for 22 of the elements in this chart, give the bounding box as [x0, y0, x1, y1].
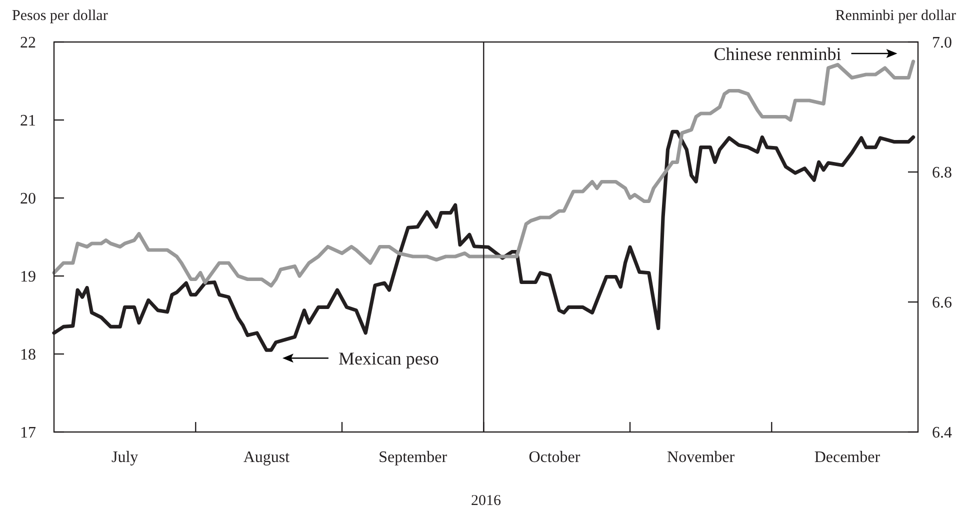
y-tick-label: 17	[20, 424, 36, 442]
y-tick-label: 21	[20, 112, 36, 130]
x-tick-label: November	[667, 449, 736, 466]
y2-tick-label: 6.4	[932, 424, 952, 442]
y2-tick-label: 6.6	[932, 294, 952, 312]
series-label: Mexican peso	[338, 348, 439, 368]
x-tick-label: October	[528, 449, 581, 466]
y-tick-label: 20	[20, 190, 36, 208]
y2-axis-title: Renminbi per dollar	[835, 8, 956, 24]
y-tick-label: 22	[20, 34, 36, 52]
y2-tick-label: 6.8	[932, 164, 952, 182]
x-tick-label: September	[378, 449, 448, 466]
x-tick-label: December	[814, 449, 881, 466]
x-axis-title: 2016	[471, 493, 502, 509]
y2-tick-label: 7.0	[932, 34, 952, 52]
line-series	[52, 60, 916, 288]
y-tick-label: 19	[20, 268, 36, 286]
y-axis-title: Pesos per dollar	[12, 8, 108, 24]
y-tick-label: 18	[20, 346, 36, 364]
x-tick-label: July	[111, 449, 138, 466]
x-tick-label: August	[243, 449, 290, 466]
series-label: Chinese renminbi	[714, 44, 842, 64]
